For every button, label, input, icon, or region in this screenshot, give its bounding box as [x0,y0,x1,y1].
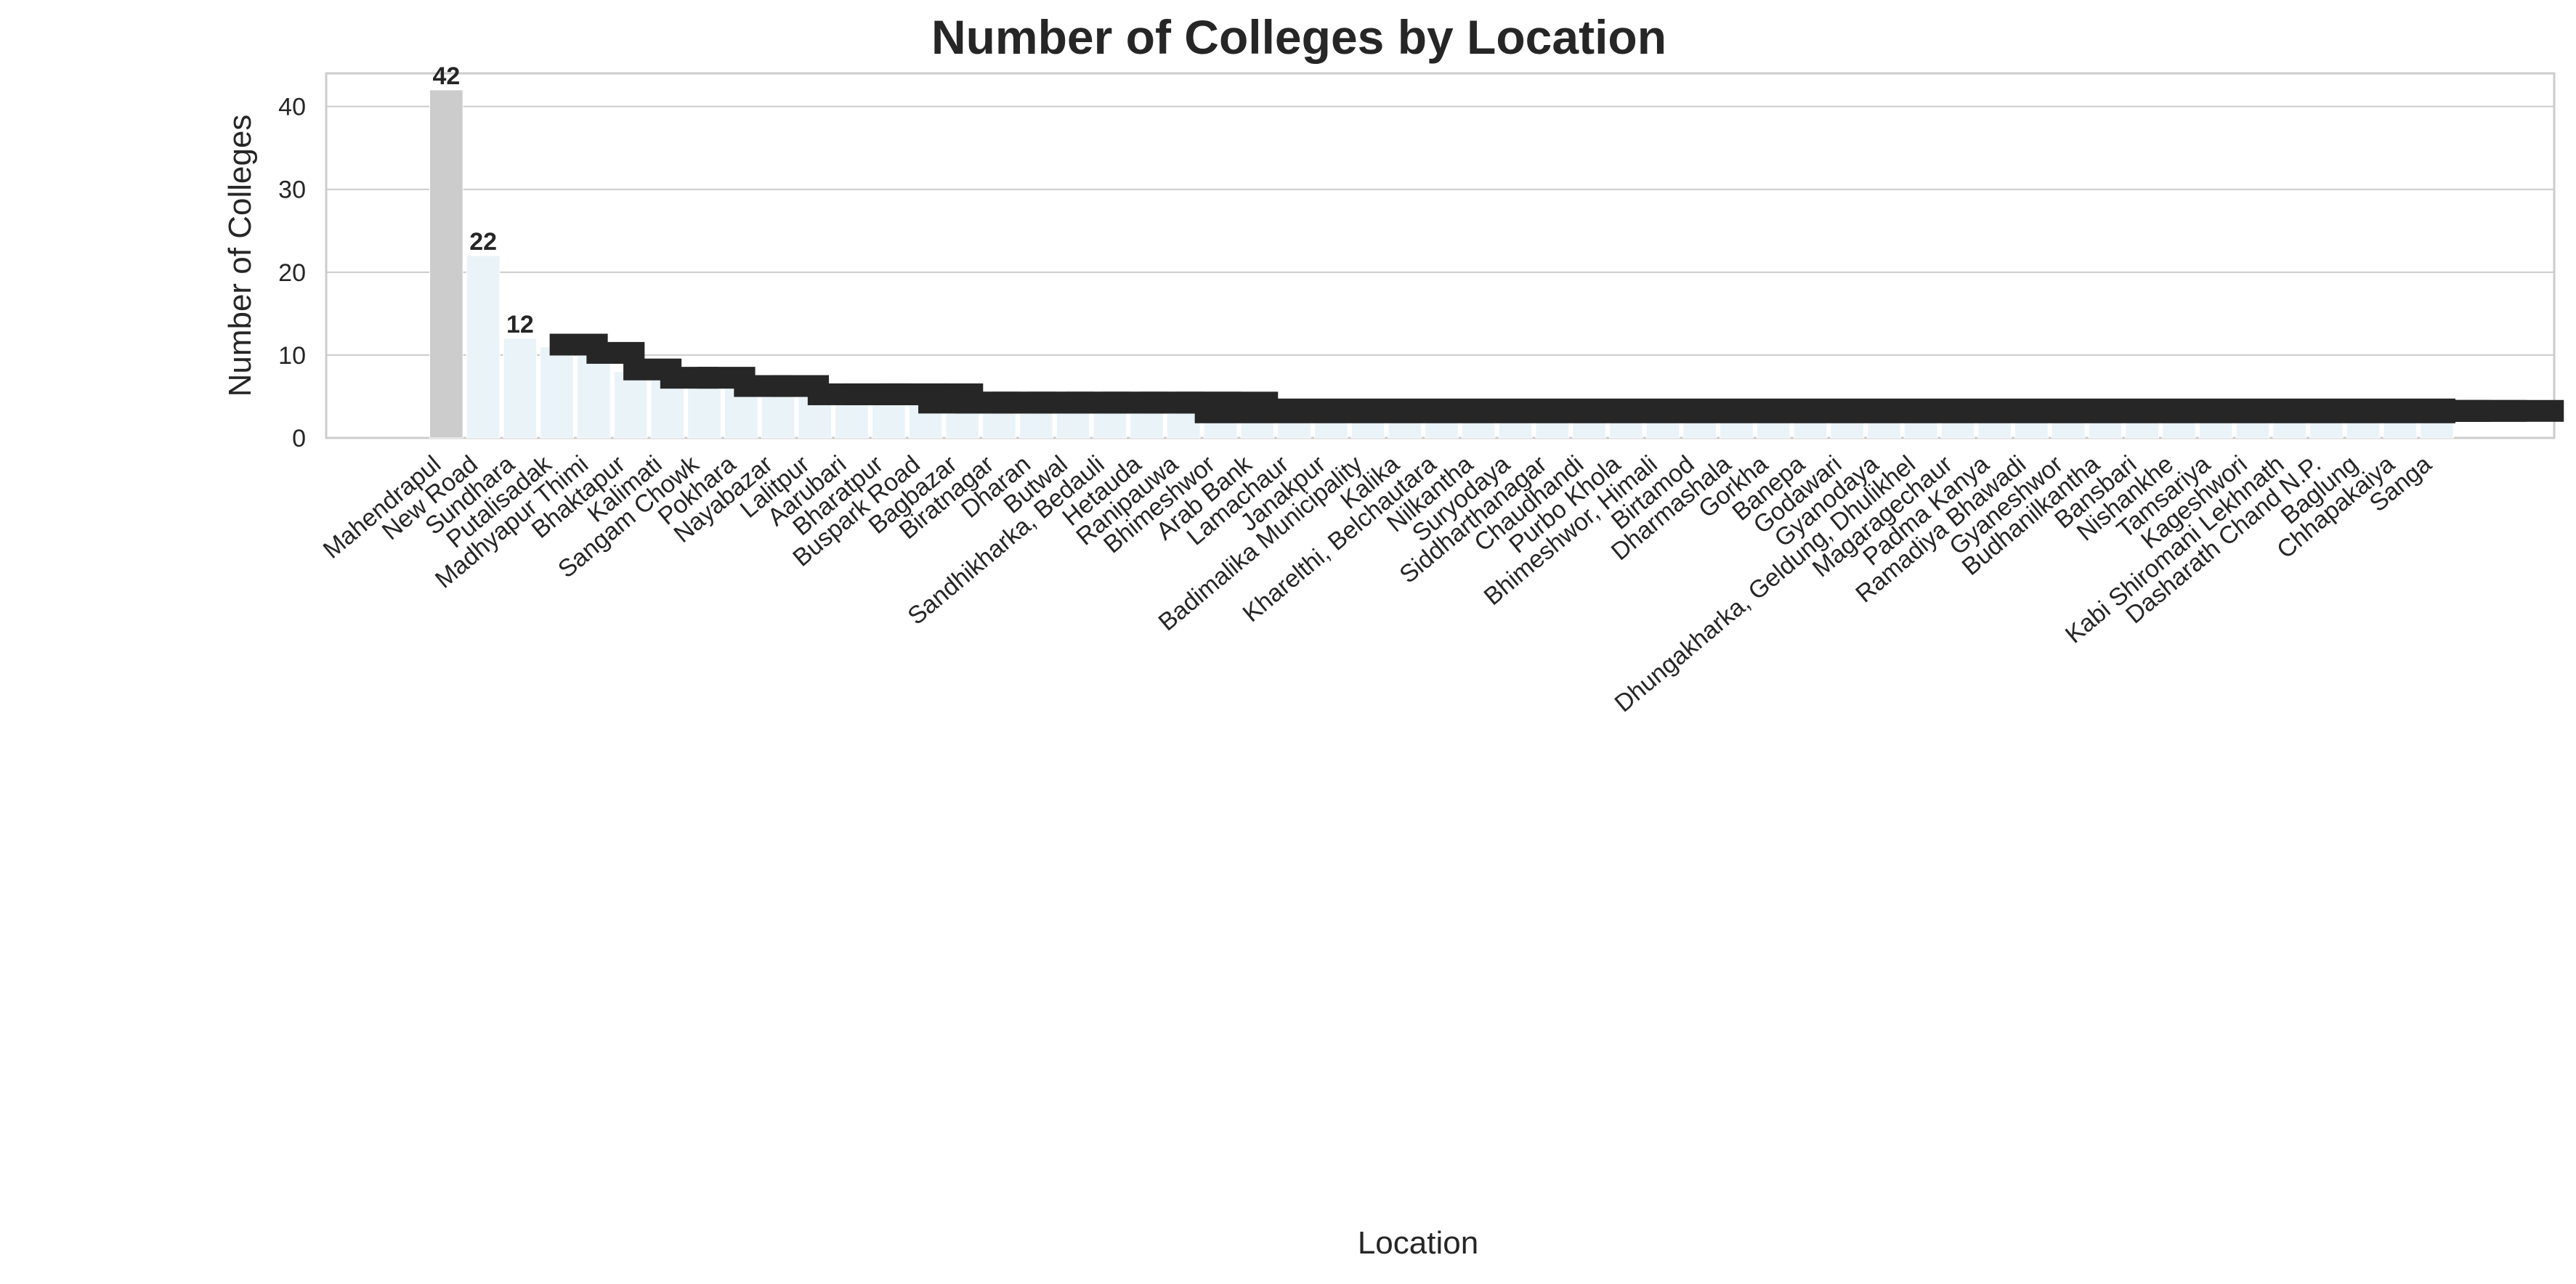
y-tick-label: 40 [278,94,306,121]
y-tick-label: 20 [278,259,306,287]
x-axis-label: Location [1358,1225,1478,1261]
data-label: 42 [432,62,460,90]
data-label-box [1194,398,2455,423]
bar [429,89,463,439]
bar [466,255,501,439]
data-label: 12 [506,311,534,338]
bar [540,346,574,439]
bar [577,354,611,439]
bar [687,379,721,439]
y-axis-label: Number of Colleges [222,115,258,397]
data-labels: 42 22 12 [432,62,2564,423]
chart-title: Number of Colleges by Location [931,10,1666,64]
y-tick-label: 10 [278,342,306,370]
y-tick-label: 30 [278,176,306,204]
bar [503,338,538,439]
y-tick-label: 0 [292,425,306,452]
data-label: 22 [469,228,497,256]
bar [650,379,685,439]
bar [613,371,648,439]
y-tick-labels: 0 10 20 30 40 [278,94,306,452]
